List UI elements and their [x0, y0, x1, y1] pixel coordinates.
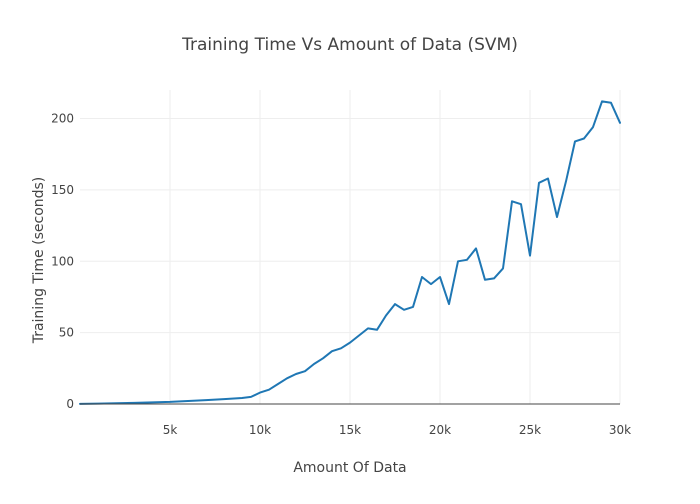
chart-title: Training Time Vs Amount of Data (SVM): [181, 35, 518, 55]
x-tick-label: 25k: [519, 423, 541, 437]
y-tick-label: 0: [66, 397, 74, 411]
y-axis-label: Training Time (seconds): [31, 177, 47, 345]
y-tick-label: 50: [59, 326, 74, 340]
y-tick-label: 200: [51, 112, 74, 126]
x-tick-label: 20k: [429, 423, 451, 437]
grid: [80, 90, 621, 404]
x-tick-label: 10k: [249, 423, 271, 437]
y-tick-label: 150: [51, 183, 74, 197]
y-tick-label: 100: [51, 254, 74, 268]
axes: 5k 10k 15k 20k 25k 30k 0 50 100 150 200: [51, 112, 631, 437]
x-tick-label: 5k: [163, 423, 178, 437]
series-line: [79, 100, 621, 405]
x-axis-label: Amount Of Data: [293, 460, 406, 476]
x-tick-label: 30k: [609, 423, 631, 437]
plot-area: [79, 100, 621, 405]
x-tick-label: 15k: [339, 423, 361, 437]
